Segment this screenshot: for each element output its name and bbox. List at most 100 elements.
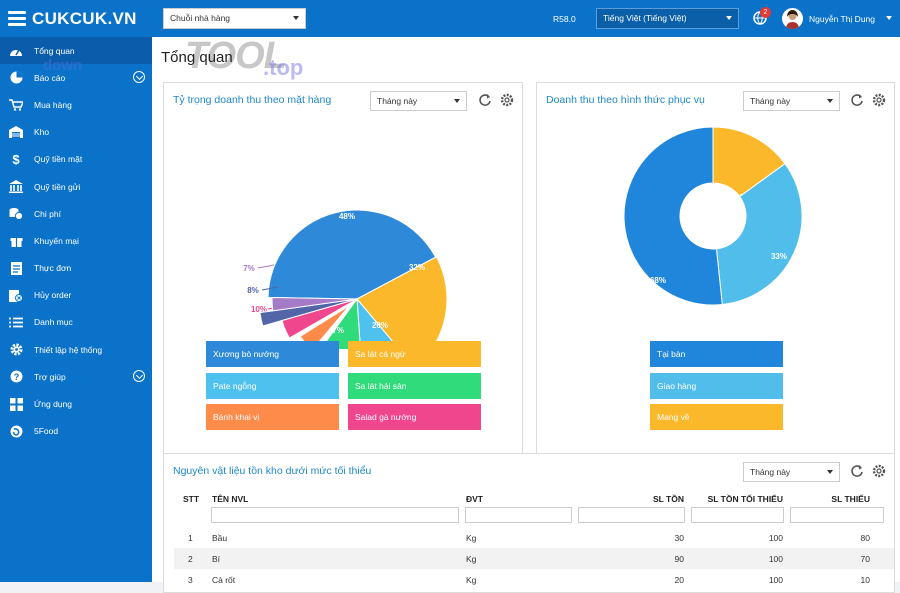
sidebar-item-5food[interactable]: 5Food xyxy=(0,418,152,445)
sidebar-item-promotions[interactable]: Khuyến mại xyxy=(0,227,152,254)
watermark-logo-suffix: .top xyxy=(263,55,304,80)
sidebar: Tổng quan Báo cáo Mua hàng Kho $ Quỹ tiền… xyxy=(0,37,152,582)
settings-icon xyxy=(9,343,23,357)
sidebar-item-label: Tổng quan xyxy=(34,45,75,56)
sidebar-item-label: Quỹ tiền gửi xyxy=(34,181,81,192)
cell-stock: 30 xyxy=(674,533,684,543)
brand-logo[interactable]: CUKCUK.VN xyxy=(32,9,137,28)
donut-slice xyxy=(715,162,803,306)
sidebar-item-overview[interactable]: Tổng quan xyxy=(0,37,152,65)
gear-icon[interactable] xyxy=(500,93,514,107)
sidebar-item-system-settings[interactable]: Thiết lập hệ thống xyxy=(0,336,152,363)
refresh-icon[interactable] xyxy=(850,93,864,107)
sidebar-item-reports[interactable]: Báo cáo xyxy=(0,64,152,91)
sidebar-item-label: Ứng dụng xyxy=(34,399,72,410)
period-select[interactable]: Tháng này xyxy=(743,91,840,111)
filter-short-input[interactable] xyxy=(790,507,884,523)
sidebar-item-label: Chi phí xyxy=(34,208,61,219)
sidebar-item-label: Hủy order xyxy=(34,290,72,301)
filter-unit-input[interactable] xyxy=(465,507,572,523)
panel-title: Doanh thu theo hình thức phục vụ xyxy=(546,94,705,106)
sidebar-item-label: 5Food xyxy=(34,426,59,437)
column-header: SL THIẾU xyxy=(831,494,870,504)
warehouse-icon xyxy=(9,125,23,139)
pie-chart-icon xyxy=(9,71,23,85)
period-select-value: Tháng này xyxy=(377,96,418,106)
period-select[interactable]: Tháng này xyxy=(370,91,467,111)
cell-short: 70 xyxy=(860,554,870,564)
gear-icon[interactable] xyxy=(872,93,886,107)
pie-slice xyxy=(356,256,448,349)
cell-unit: Kg xyxy=(466,554,477,564)
sidebar-item-apps[interactable]: Ứng dụng xyxy=(0,390,152,417)
pie-slice xyxy=(271,297,358,312)
cell-min: 100 xyxy=(768,575,783,585)
apps-icon xyxy=(9,397,23,411)
cell-unit: Kg xyxy=(466,533,477,543)
chevron-down-icon[interactable] xyxy=(133,370,145,383)
cell-min: 100 xyxy=(768,554,783,564)
gift-icon xyxy=(9,234,23,248)
donut-chart: 29%33%68% xyxy=(623,126,803,306)
sidebar-item-label: Báo cáo xyxy=(34,72,66,83)
filter-min-input[interactable] xyxy=(691,507,784,523)
data-label: 8% xyxy=(247,286,259,295)
table-row[interactable]: 1 Bầu Kg 30 100 80 xyxy=(174,527,894,549)
sidebar-item-bank[interactable]: Quỹ tiền gửi xyxy=(0,173,152,200)
svg-text:?: ? xyxy=(13,372,19,382)
cell-name: Bí xyxy=(212,554,221,564)
label-leader-line xyxy=(257,264,275,269)
sidebar-item-expenses[interactable]: Chi phí xyxy=(0,200,152,227)
cell-name: Cà rốt xyxy=(212,575,236,585)
period-select[interactable]: Tháng này xyxy=(743,462,840,482)
chain-select[interactable]: Chuỗi nhà hàng xyxy=(163,8,306,29)
avatar[interactable] xyxy=(782,8,803,29)
cell-min: 100 xyxy=(768,533,783,543)
cell-short: 10 xyxy=(860,575,870,585)
chevron-down-icon[interactable] xyxy=(133,71,145,84)
sidebar-item-purchasing[interactable]: Mua hàng xyxy=(0,91,152,118)
revenue-by-service-panel: Doanh thu theo hình thức phục vụ Tháng n… xyxy=(536,82,895,480)
filter-name-input[interactable] xyxy=(211,507,459,523)
sidebar-item-categories[interactable]: Danh mục xyxy=(0,309,152,336)
sidebar-item-cash[interactable]: $ Quỹ tiền mặt xyxy=(0,146,152,173)
refresh-icon[interactable] xyxy=(478,93,492,107)
sidebar-item-label: Mua hàng xyxy=(34,99,72,110)
top-bar: CUKCUK.VN Chuỗi nhà hàng R58.0 Tiếng Việ… xyxy=(0,0,900,37)
cart-icon xyxy=(9,98,23,112)
language-select[interactable]: Tiếng Việt (Tiếng Việt) xyxy=(596,8,739,29)
sidebar-item-help[interactable]: ? Trợ giúp xyxy=(0,363,152,390)
chevron-down-icon xyxy=(293,16,299,20)
chevron-down-icon xyxy=(454,99,460,103)
legend-item: Sa lát cá ngừ xyxy=(348,341,481,367)
cell-name: Bầu xyxy=(212,533,228,543)
legend-item: Giao hàng xyxy=(650,373,783,399)
sidebar-item-menu[interactable]: Thực đơn xyxy=(0,255,152,282)
notification-badge: 2 xyxy=(760,7,771,18)
pie-slice xyxy=(259,298,358,327)
cancel-order-icon xyxy=(9,288,23,302)
sidebar-item-warehouse[interactable]: Kho xyxy=(0,119,152,146)
gear-icon[interactable] xyxy=(872,464,886,478)
table-row[interactable]: 3 Cà rốt Kg 20 100 10 xyxy=(174,569,894,591)
user-name[interactable]: Nguyễn Thị Dung xyxy=(809,14,875,24)
cell-stock: 90 xyxy=(674,554,684,564)
sidebar-item-label: Danh mục xyxy=(34,317,73,328)
sidebar-item-cancel-order[interactable]: Hủy order xyxy=(0,282,152,309)
pie-slice xyxy=(356,297,400,349)
refresh-icon[interactable] xyxy=(850,464,864,478)
dollar-icon: $ xyxy=(12,151,20,167)
legend-item: Tại bàn xyxy=(650,341,783,367)
language-select-value: Tiếng Việt (Tiếng Việt) xyxy=(603,13,687,23)
filter-stock-input[interactable] xyxy=(578,507,685,523)
data-label: 10% xyxy=(251,305,267,314)
cell-short: 80 xyxy=(860,533,870,543)
pie-slice xyxy=(267,209,437,300)
hamburger-icon[interactable] xyxy=(8,11,26,26)
watermark-logo: TOOL xyxy=(185,35,287,77)
data-label: 7% xyxy=(243,264,255,273)
chevron-down-icon[interactable] xyxy=(886,16,892,20)
column-header: SL TỒN xyxy=(652,494,684,504)
page-title: Tổng quan xyxy=(161,49,233,66)
table-row[interactable]: 2 Bí Kg 90 100 70 xyxy=(174,548,894,570)
